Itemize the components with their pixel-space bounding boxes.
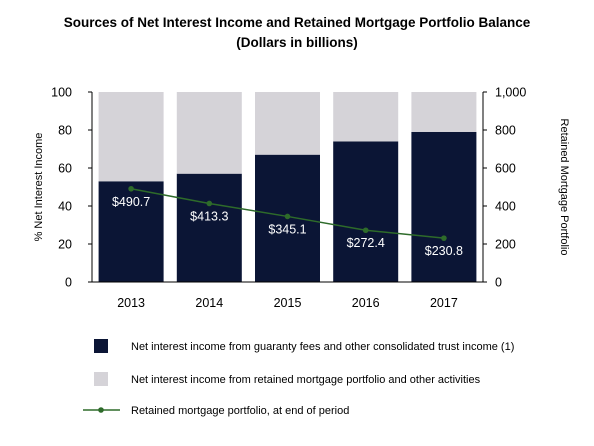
bar-retained-portfolio-income-2017 [411,92,477,132]
data-label-retained-portfolio-2016: $272.4 [347,236,385,250]
bar-retained-portfolio-income-2015 [255,92,320,155]
y2-tick-label-1,000: 1,000 [495,86,526,100]
chart-subtitle: (Dollars in billions) [236,35,358,50]
legend-label-retained-portfolio-income: Net interest income from retained mortga… [131,374,481,386]
data-label-retained-portfolio-2013: $490.7 [112,195,150,209]
legend-swatch-guaranty-fees [94,339,108,353]
x-tick-label-2014: 2014 [195,296,223,310]
point-retained-portfolio-2013 [128,185,134,192]
chart-title: Sources of Net Interest Income and Retai… [64,15,531,30]
legend-label-retained-portfolio: Retained mortgage portfolio, at end of p… [131,405,349,417]
y2-tick-label-200: 200 [495,238,516,252]
legend-marker-retained-portfolio [98,407,104,413]
point-retained-portfolio-2017 [441,235,447,241]
y2-tick-label-600: 600 [495,162,516,176]
data-label-retained-portfolio-2014: $413.3 [190,209,228,223]
bar-retained-portfolio-income-2014 [176,92,242,174]
bar-retained-portfolio-income-2013 [98,92,164,182]
y2-axis-label: Retained Mortgage Portfolio [558,119,570,256]
x-tick-label-2015: 2015 [274,296,302,310]
point-retained-portfolio-2015 [284,213,291,220]
point-retained-portfolio-2014 [206,200,213,207]
x-tick-label-2017: 2017 [430,296,458,310]
data-label-retained-portfolio-2015: $345.1 [268,222,306,236]
plot-area: 0 20 40 60 80 100 0 200 400 600 800 1,000 2013 2014 20… [51,86,526,311]
legend-swatch-retained-portfolio-income [94,372,108,386]
bar-guaranty-fees-2016 [333,141,399,282]
y-tick-label-40: 40 [58,200,72,214]
bar-guaranty-fees-2014 [176,173,242,282]
x-tick-label-2016: 2016 [352,296,380,310]
y-tick-label-100: 100 [51,86,72,100]
legend: Net interest income from guaranty fees a… [83,339,514,417]
bar-guaranty-fees-2017 [411,131,477,282]
point-retained-portfolio-2016 [362,227,369,234]
y-tick-label-0: 0 [65,276,72,290]
y2-tick-label-800: 800 [495,124,516,138]
legend-label-guaranty-fees: Net interest income from guaranty fees a… [131,341,514,353]
y-axis-label: % Net Interest Income [33,133,45,242]
bar-guaranty-fees-2013 [98,181,164,282]
data-label-retained-portfolio-2017: $230.8 [425,244,463,258]
y-tick-label-80: 80 [58,124,72,138]
y-tick-label-60: 60 [58,162,72,176]
x-tick-label-2013: 2013 [117,296,145,310]
bar-retained-portfolio-income-2016 [333,92,399,142]
y-tick-label-20: 20 [58,238,72,252]
y2-tick-label-400: 400 [495,200,516,214]
y2-tick-label-0: 0 [495,276,502,290]
